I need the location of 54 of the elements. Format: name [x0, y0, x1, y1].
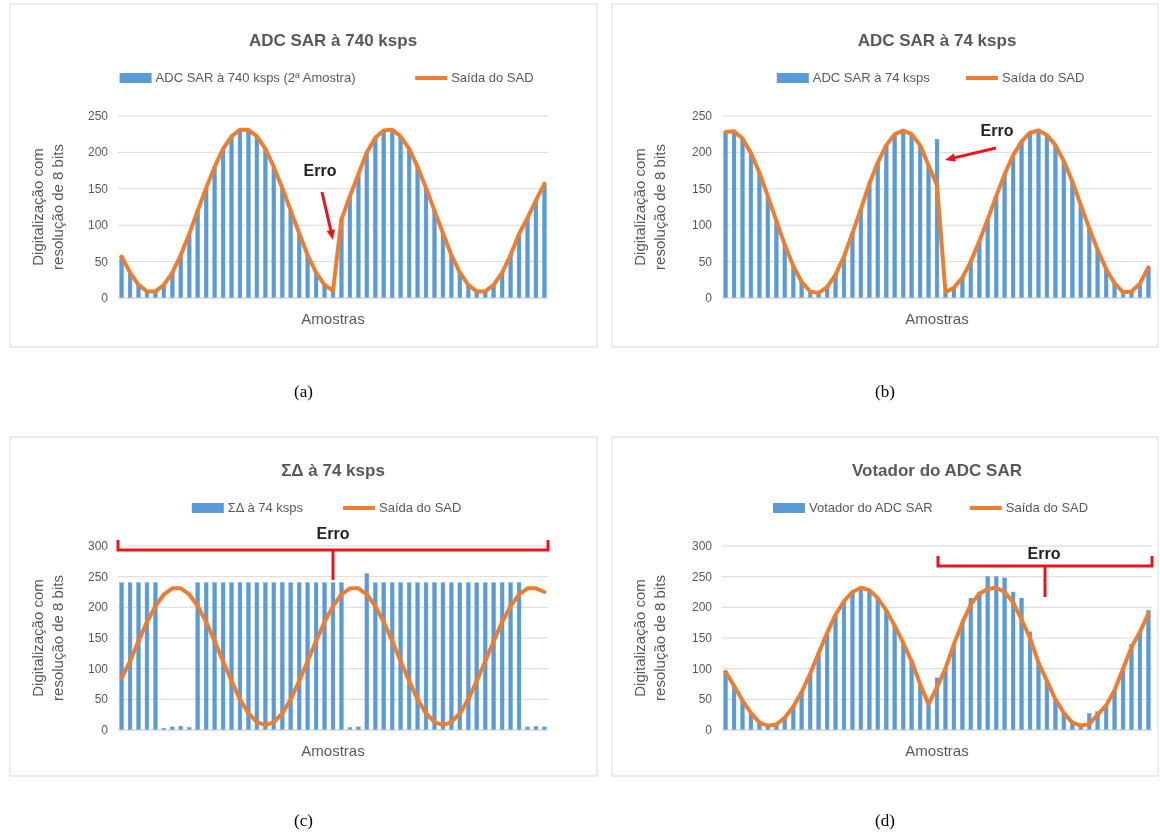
annotation: Erro — [1027, 545, 1061, 562]
y-tick-label: 0 — [705, 723, 713, 737]
y-tick-label: 200 — [87, 600, 109, 615]
y-tick-label: 200 — [691, 145, 713, 160]
legend-label: Saída do SAD — [379, 500, 462, 515]
x-axis-title: Amostras — [301, 742, 365, 759]
y-tick-label: 250 — [87, 109, 109, 123]
y-tick-label: 0 — [101, 291, 109, 305]
text: (a) — [294, 382, 313, 401]
y-tick-label: 250 — [691, 569, 713, 584]
legend-label: ADC SAR à 74 ksps — [812, 70, 931, 85]
y-tick-label: 50 — [698, 692, 713, 707]
y-tick-label: 150 — [691, 181, 713, 196]
legend-label: Saída do SAD — [1002, 70, 1085, 85]
x-axis-title: Amostras — [905, 742, 969, 759]
y-axis-title: Digitalização com resolução de 8 bits — [631, 144, 668, 270]
y-tick-label: 50 — [698, 254, 713, 269]
y-tick-label: 200 — [87, 145, 109, 160]
y-tick-label: 250 — [87, 569, 109, 584]
x-axis-title: Amostras — [301, 310, 365, 327]
y-tick-label: 100 — [691, 661, 713, 676]
y-axis-title: Digitalização com resolução de 8 bits — [29, 575, 66, 701]
legend-label: Votador do ADC SAR — [809, 500, 933, 515]
chart-title: Votador do ADC SAR — [852, 461, 1022, 480]
y-tick-label: 250 — [691, 109, 713, 123]
y-tick-label: 50 — [94, 254, 109, 269]
legend-label: Saída do SAD — [451, 70, 534, 85]
x-axis-title: Amostras — [905, 310, 969, 327]
chart-title: ADC SAR à 74 ksps — [857, 31, 1017, 50]
y-tick-label: 300 — [87, 539, 109, 553]
y-tick-label: 100 — [87, 661, 109, 676]
legend-label: ADC SAR à 740 ksps (2ª Amostra) — [155, 70, 356, 85]
y-tick-label: 50 — [94, 692, 109, 707]
y-tick-label: 150 — [87, 181, 109, 196]
chart-title: ΣΔ à 74 ksps — [281, 461, 385, 480]
text: Erro — [316, 525, 350, 542]
y-axis-title: Digitalização com resolução de 8 bits — [29, 144, 66, 270]
text: (d) — [875, 811, 895, 830]
chart-title: ADC SAR à 740 ksps — [248, 31, 418, 50]
text: (b) — [875, 382, 895, 401]
y-tick-label: 0 — [101, 723, 109, 737]
text: (c) — [294, 811, 313, 830]
legend-label: ΣΔ à 74 ksps — [227, 500, 304, 515]
annotation: Erro — [980, 122, 1014, 139]
legend-label: Saída do SAD — [1005, 500, 1089, 515]
y-axis-title: Digitalização com resolução de 8 bits — [631, 575, 668, 701]
y-tick-label: 100 — [691, 218, 713, 233]
y-tick-label: 100 — [87, 218, 109, 233]
y-tick-label: 300 — [691, 539, 713, 553]
y-tick-label: 150 — [87, 631, 109, 645]
annotation: Erro — [303, 162, 337, 179]
y-tick-label: 200 — [691, 600, 713, 615]
y-tick-label: 0 — [705, 291, 713, 305]
y-tick-label: 150 — [691, 631, 713, 645]
